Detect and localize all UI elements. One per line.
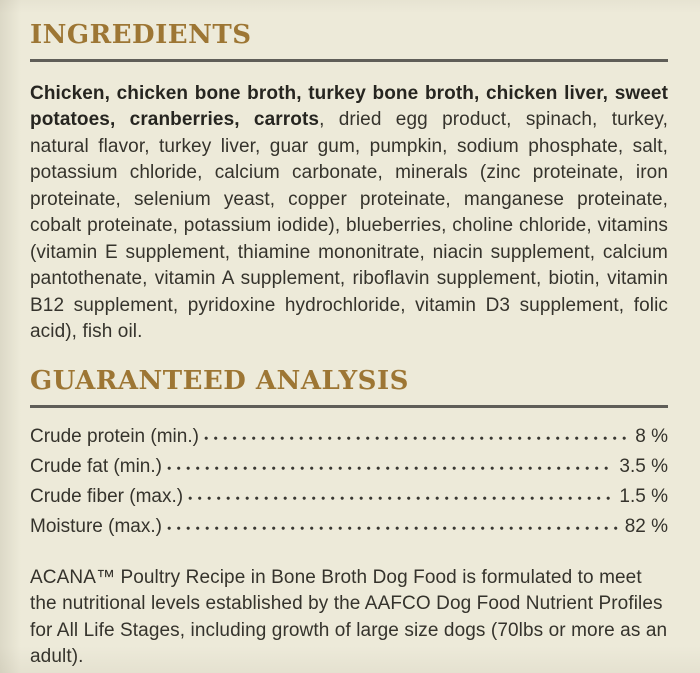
guaranteed-analysis-table: Crude protein (min.) 8 % Crude fat (min.…	[30, 419, 668, 539]
ingredients-primary-list: Chicken, chicken bone broth, turkey bone…	[30, 82, 668, 131]
ingredients-section: INGREDIENTS Chicken, chicken bone broth,…	[30, 19, 668, 346]
analysis-row-crude-protein: Crude protein (min.) 8 %	[30, 419, 668, 449]
ingredients-divider	[30, 58, 668, 62]
analysis-row-moisture: Moisture (max.) 82 %	[30, 509, 668, 539]
ingredients-secondary-list: , dried egg product, spinach, turkey, na…	[30, 109, 669, 343]
dot-leader	[166, 465, 615, 471]
dot-leader	[166, 525, 620, 531]
analysis-row-crude-fat: Crude fat (min.) 3.5 %	[30, 449, 668, 479]
analysis-value: 82 %	[624, 515, 668, 537]
analysis-label: Crude fiber (max.)	[30, 485, 184, 507]
dot-leader	[188, 495, 615, 501]
ingredients-text: Chicken, chicken bone broth, turkey bone…	[30, 81, 668, 346]
analysis-label: Crude protein (min.)	[30, 425, 199, 447]
analysis-label: Moisture (max.)	[30, 515, 162, 537]
guaranteed-analysis-title: GUARANTEED ANALYSIS	[30, 365, 409, 396]
analysis-value: 1.5 %	[619, 485, 668, 507]
analysis-label: Crude fat (min.)	[30, 455, 162, 477]
analysis-row-crude-fiber: Crude fiber (max.) 1.5 %	[30, 479, 668, 509]
analysis-value: 3.5 %	[619, 455, 668, 477]
analysis-value: 8 %	[635, 425, 668, 447]
guaranteed-analysis-section: GUARANTEED ANALYSIS Crude protein (min.)…	[30, 365, 668, 539]
guaranteed-analysis-divider	[30, 404, 668, 408]
aafco-statement: ACANA™ Poultry Recipe in Bone Broth Dog …	[30, 566, 668, 668]
dot-leader	[203, 435, 631, 441]
ingredients-title: INGREDIENTS	[30, 20, 252, 50]
